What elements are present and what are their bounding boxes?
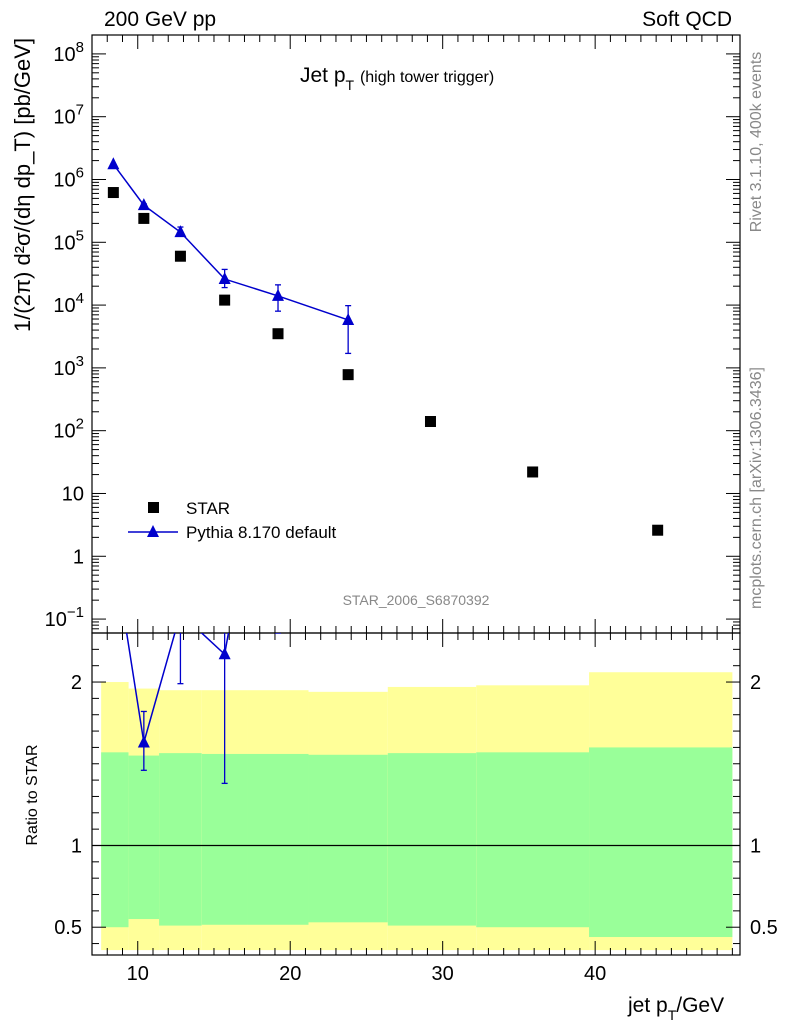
star-point	[342, 369, 354, 381]
star-point	[424, 416, 436, 428]
ratio-series-group	[107, 348, 284, 785]
pythia-point	[137, 198, 150, 211]
y-tick-label: 107	[53, 102, 84, 129]
star-point	[272, 328, 284, 340]
pythia-point	[218, 272, 231, 285]
y-tick-label: 10−1	[45, 604, 84, 631]
ratio-pythia-point	[272, 348, 284, 360]
x-axis-title: jet pT/GeV	[628, 994, 725, 1023]
uncertainty-band-green	[247, 753, 309, 925]
ratio-y-tick-label-right: 2	[750, 672, 761, 694]
y-tick-label: 103	[53, 353, 84, 380]
ratio-y-axis-title: Ratio to STAR	[24, 744, 41, 845]
ratio-y-tick-label-left: 1	[71, 835, 82, 857]
x-axis-title-unit: /GeV	[676, 994, 725, 1017]
main-chart-title: Jet pT (high tower trigger)	[300, 64, 495, 93]
y-tick-label: 102	[53, 416, 84, 443]
title-sub: T	[345, 77, 355, 93]
pythia-point	[272, 288, 285, 301]
main-plot-frame	[91, 34, 741, 634]
x-axis-title-sub: T	[667, 1007, 677, 1023]
star-point	[527, 466, 539, 478]
uncertainty-band-green	[101, 752, 129, 928]
analysis-id: STAR_2006_S6870392	[343, 592, 490, 608]
star-point	[138, 212, 150, 224]
uncertainty-band-green	[159, 753, 202, 926]
star-point	[107, 187, 119, 199]
uncertainty-band-green	[476, 752, 590, 928]
pythia-point	[174, 225, 187, 238]
ratio-y-tick-label-right: 0.5	[750, 917, 778, 939]
uncertainty-band-green	[128, 755, 160, 920]
y-tick-label: 108	[53, 39, 84, 66]
x-tick-label: 30	[432, 963, 454, 985]
ratio-plot-frame	[91, 632, 741, 956]
title-main: Jet p	[300, 64, 346, 87]
star-point	[219, 294, 231, 306]
legend-star-label: STAR	[186, 499, 230, 518]
uncertainty-band-green	[589, 747, 733, 938]
ratio-y-tick-label-left: 0.5	[54, 917, 82, 939]
header-right: Soft QCD	[642, 8, 732, 31]
x-tick-label: 40	[584, 963, 606, 985]
pythia-line	[112, 163, 349, 321]
pythia-point	[107, 157, 120, 170]
y-tick-label: 106	[53, 164, 84, 191]
pythia-point	[342, 312, 355, 325]
rivet-label: Rivet 3.1.10, 400k events	[748, 52, 765, 233]
uncertainty-band-green	[387, 753, 477, 926]
ratio-y-tick-label-right: 1	[750, 835, 761, 857]
ratio-pythia-point	[218, 647, 231, 660]
y-tick-label: 10	[62, 483, 84, 505]
legend-pythia-marker	[147, 525, 159, 537]
x-tick-label: 20	[279, 963, 301, 985]
header-left: 200 GeV pp	[104, 8, 217, 31]
y-tick-label: 104	[53, 290, 84, 317]
y-tick-label: 105	[53, 227, 84, 254]
ratio-pythia-point	[107, 541, 119, 553]
x-axis-title-main: jet p	[628, 994, 668, 1017]
star-point	[174, 250, 186, 262]
y-tick-label: 1	[73, 546, 84, 568]
ratio-y-tick-label-left: 2	[71, 672, 82, 694]
legend-star-marker	[148, 502, 159, 513]
mcplots-label: mcplots.cern.ch [arXiv:1306.3436]	[748, 367, 765, 609]
ratio-pythia-point	[137, 735, 150, 748]
uncertainty-band-green	[308, 754, 388, 923]
star-point	[652, 524, 664, 536]
x-tick-label: 10	[127, 963, 149, 985]
main-y-axis-title: 1/(2π) d²σ/(dη dp_T) [pb/GeV]	[10, 38, 35, 332]
ratio-pythia-line	[125, 633, 230, 743]
ratio-pythia-point	[174, 606, 186, 618]
legend-pythia-label: Pythia 8.170 default	[186, 523, 337, 542]
title-note: (high tower trigger)	[359, 69, 495, 86]
